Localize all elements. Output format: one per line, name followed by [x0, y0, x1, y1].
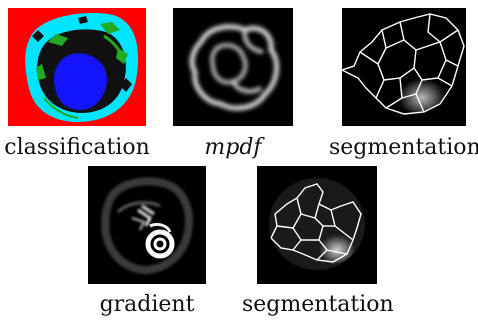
caption-gradient: gradient	[99, 292, 195, 317]
gradient-image	[88, 166, 206, 284]
segmentation-bottom-image	[257, 166, 377, 284]
classification-image	[8, 8, 146, 126]
mpdf-image	[173, 8, 293, 126]
caption-segmentation-bottom: segmentation	[242, 292, 394, 317]
segmentation-top-image	[342, 8, 466, 126]
caption-classification: classification	[4, 135, 150, 160]
caption-segmentation-top: segmentation	[329, 135, 478, 160]
caption-mpdf: mpdf	[204, 135, 262, 160]
